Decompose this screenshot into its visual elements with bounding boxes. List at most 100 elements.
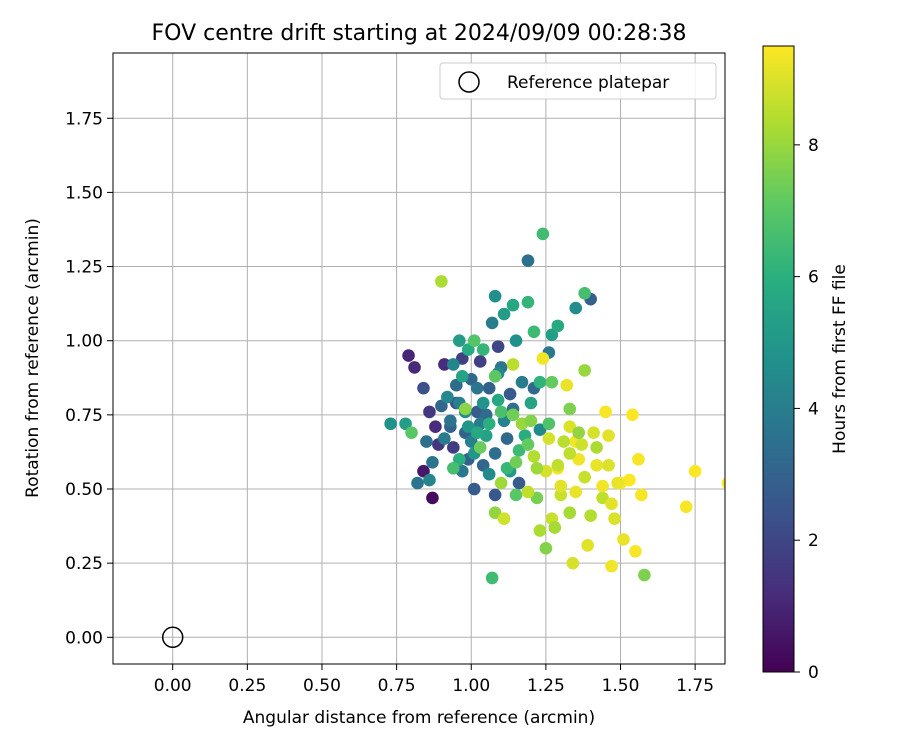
data-point: [584, 509, 597, 522]
data-point: [581, 539, 594, 552]
data-point: [458, 402, 472, 416]
data-point: [450, 378, 463, 392]
data-point: [506, 408, 520, 422]
data-point: [638, 568, 651, 582]
data-point: [512, 476, 526, 490]
data-point: [447, 358, 460, 371]
data-point: [417, 381, 430, 395]
data-point: [545, 328, 559, 342]
data-point: [632, 453, 645, 466]
data-point: [542, 432, 556, 445]
data-point: [506, 298, 520, 312]
legend-marker-icon: [458, 71, 480, 93]
data-point: [455, 369, 469, 383]
data-point: [587, 426, 600, 439]
data-point: [476, 396, 490, 410]
data-point: [473, 441, 487, 454]
data-point: [530, 491, 544, 505]
x-tick-label: 0.00: [154, 676, 192, 696]
x-tick-label: 0.75: [378, 676, 416, 696]
colorbar-tick-label: 2: [808, 531, 819, 551]
data-point: [429, 420, 442, 434]
data-point: [402, 349, 415, 362]
data-point: [605, 497, 618, 511]
colorbar-tick-label: 4: [808, 399, 819, 419]
data-point: [527, 325, 541, 339]
data-point: [533, 524, 547, 537]
data-point: [599, 405, 612, 419]
colorbar: 0 2 4 6 8 Hours from first FF file: [762, 45, 850, 683]
y-tick-label: 0.75: [65, 406, 103, 426]
legend-entry-reference: Reference platepar: [507, 73, 669, 93]
x-axis-ticks: 0.00 0.25 0.50 0.75 1.00 1.25 1.50 1.75: [154, 664, 714, 696]
data-point: [509, 456, 523, 469]
x-tick-label: 1.25: [527, 676, 565, 696]
data-point: [551, 319, 565, 333]
data-point: [557, 435, 571, 448]
y-tick-label: 1.00: [65, 332, 103, 352]
data-point: [635, 488, 648, 502]
data-point: [470, 426, 484, 439]
data-point: [572, 453, 586, 466]
data-point: [509, 334, 523, 348]
data-point: [417, 464, 430, 478]
data-point: [572, 426, 586, 439]
data-point: [536, 352, 550, 365]
data-point: [605, 559, 618, 573]
data-point: [521, 438, 535, 451]
y-tick-label: 0.25: [65, 554, 103, 574]
data-point: [542, 417, 556, 431]
plot-frame: [112, 52, 726, 665]
colorbar-ticks: 0 2 4 6 8: [794, 136, 819, 683]
data-point: [438, 358, 451, 371]
data-point: [611, 476, 624, 490]
data-point: [554, 488, 568, 502]
y-tick-label: 1.25: [65, 258, 103, 278]
data-point: [453, 334, 466, 348]
data-point: [563, 420, 577, 434]
data-point: [500, 432, 514, 445]
y-axis-ticks: 0.00 0.25 0.50 0.75 1.00 1.25 1.50 1.75: [65, 109, 113, 648]
data-point: [491, 340, 505, 353]
grid-lines: [113, 53, 725, 664]
data-point: [453, 453, 466, 466]
data-point: [527, 450, 541, 463]
data-point: [405, 426, 418, 439]
data-point: [488, 369, 502, 383]
data-point: [485, 316, 499, 330]
y-tick-label: 0.00: [65, 628, 103, 648]
data-point: [491, 393, 505, 407]
data-point: [485, 571, 499, 585]
data-point: [464, 435, 478, 448]
data-point: [423, 473, 436, 487]
data-point: [455, 352, 469, 365]
data-point: [575, 438, 589, 451]
legend-box: [439, 62, 717, 100]
data-point: [500, 461, 514, 475]
data-point: [488, 488, 502, 502]
x-tick-label: 1.75: [676, 676, 714, 696]
data-point: [461, 343, 475, 356]
data-point: [554, 479, 568, 493]
data-point: [521, 295, 535, 309]
data-point: [447, 461, 460, 475]
data-point: [494, 405, 508, 419]
data-point: [596, 491, 609, 505]
data-point: [435, 275, 448, 288]
data-point: [721, 477, 725, 489]
data-point: [438, 432, 451, 445]
data-point: [536, 227, 550, 241]
data-point: [602, 458, 615, 472]
data-point: [444, 414, 457, 428]
colorbar-tick-label: 0: [808, 663, 819, 683]
data-point: [530, 461, 544, 475]
data-point: [569, 301, 583, 315]
colorbar-tick-label: 8: [808, 136, 819, 156]
data-point: [521, 485, 535, 499]
data-point: [563, 447, 577, 460]
data-point: [515, 375, 529, 389]
data-point: [608, 512, 621, 525]
data-point: [629, 544, 642, 558]
data-point: [679, 500, 693, 514]
